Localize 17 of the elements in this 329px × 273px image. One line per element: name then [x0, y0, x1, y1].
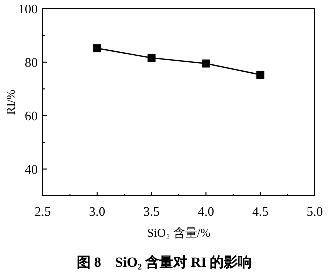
y-tick-label: 100	[18, 2, 38, 16]
x-tick-label: 3.5	[144, 204, 160, 219]
point	[93, 44, 102, 53]
y-tick-label: 80	[25, 54, 38, 70]
x-tick-label: 2.5	[34, 204, 52, 219]
x-tick-label: 4.0	[198, 204, 214, 219]
x-tick-label: 5.0	[306, 204, 324, 219]
x-tick-label: 3.0	[89, 204, 106, 219]
y-axis-title: RI/%	[4, 90, 18, 116]
point	[202, 60, 210, 68]
point	[256, 70, 265, 79]
point	[148, 54, 156, 62]
x-axis-title: SiO₂ 含量/%	[147, 226, 211, 240]
y-tick-label: 40	[25, 162, 38, 177]
text: 图 8 SiO₂ 含量对 RI 的影响	[76, 255, 252, 271]
x-tick-label: 4.5	[252, 204, 269, 219]
y-tick-label: 60	[25, 108, 38, 124]
